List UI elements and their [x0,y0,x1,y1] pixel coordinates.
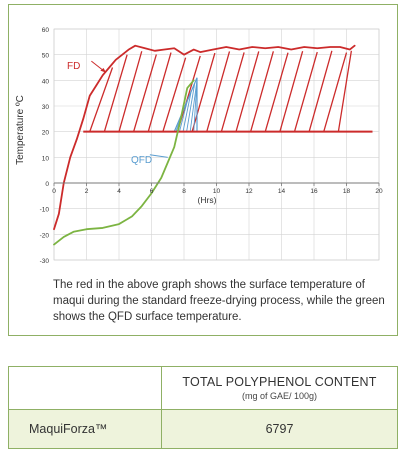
red-hatch-line [235,51,260,132]
red-hatch-line [133,54,157,132]
chart-caption: The red in the above graph shows the sur… [53,279,385,323]
polyphenol-unit: (mg of GAE/ 100g) [241,391,318,401]
red-hatch-line [162,57,187,132]
red-hatch-line [118,51,143,132]
qfd-arrow [149,154,168,158]
fd-arrowhead [100,68,106,73]
y-tick-label: -20 [40,232,50,239]
red-hatch-line [147,52,172,132]
x-tick-label: 8 [182,188,186,195]
red-hatch-line [89,67,114,132]
red-hatch-line [323,52,348,132]
red-hatch-line [293,51,318,132]
blue-hatch-line [193,80,198,132]
red-hatch-line [308,50,333,132]
y-tick-label: 60 [42,27,50,34]
hatch-region [83,50,373,133]
blue-hatch-line [179,99,189,132]
x-tick-label: 18 [343,188,351,195]
x-axis-label: (Hrs) [198,195,217,205]
polyphenol-table: TOTAL POLYPHENOL CONTENT (mg of GAE/ 100… [8,366,398,449]
red-hatch-line [206,51,231,132]
x-tick-label: 16 [310,188,318,195]
chart-grid [53,28,380,261]
series-layer [53,44,356,246]
figure-panel: -30 -20 -10 0 10 20 30 40 50 60 0 2 4 6 8 10 12 14 16 18 20 … [8,4,398,336]
table-header-cell: TOTAL POLYPHENOL CONTENT (mg of GAE/ 100… [161,366,398,410]
red-hatch-line [103,54,128,132]
fd-series-line [53,44,356,231]
red-hatch-line [337,50,353,132]
y-axis-label: Temperature ºC [15,95,26,165]
x-tick-label: 20 [375,188,383,195]
red-hatch-line [249,51,275,132]
y-tick-label: 40 [42,78,50,85]
y-tick-label: 10 [42,155,50,162]
qfd-annotation: QFD [131,155,152,166]
y-tick-label: 30 [42,104,50,111]
y-tick-label: -10 [40,207,50,214]
y-tick-label: -30 [40,258,50,265]
x-tick-label: 14 [278,188,286,195]
red-hatch-line [220,52,245,132]
table-header-empty-cell [8,366,162,410]
y-tick-label: 50 [42,53,50,60]
y-tick-label: 20 [42,130,50,137]
product-name: MaquiForza™ [8,409,162,449]
red-hatch-line [264,52,289,132]
blue-hatch-line [186,83,196,132]
x-tick-label: 10 [213,188,221,195]
fd-annotation: FD [67,61,80,72]
blue-hatch-line [189,80,198,132]
red-hatch-line [279,50,304,132]
x-tick-label: 6 [150,188,154,195]
x-tick-label: 4 [117,188,121,195]
chart-axes: -30 -20 -10 0 10 20 30 40 50 60 0 2 4 6 8 10 12 14 16 18 20 [40,27,383,265]
table-row: MaquiForza™ 6797 [8,409,398,449]
red-hatch-line [191,52,216,132]
polyphenol-value: 6797 [161,409,398,449]
blue-hatch-line [182,91,192,132]
x-tick-label: 12 [245,188,253,195]
x-tick-label: 0 [52,188,56,195]
qfd-series-line [53,79,195,246]
y-tick-label: 0 [45,181,49,188]
x-tick-label: 2 [85,188,89,195]
table-header-row: TOTAL POLYPHENOL CONTENT (mg of GAE/ 100… [8,366,398,410]
polyphenol-header: TOTAL POLYPHENOL CONTENT [182,375,377,389]
